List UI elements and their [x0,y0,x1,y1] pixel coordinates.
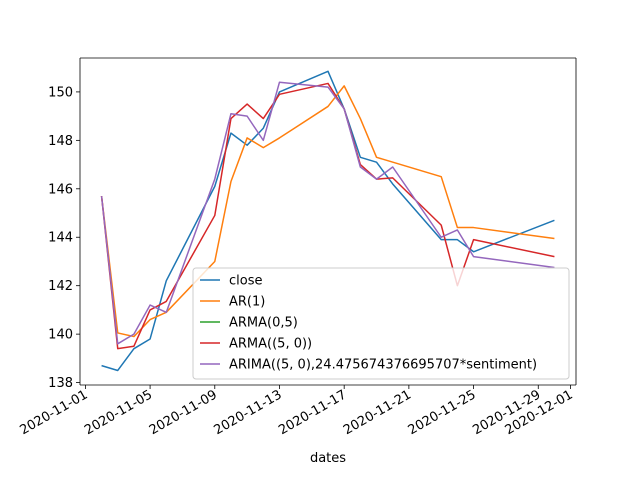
y-tick-label: 138 [48,376,73,391]
series-line-1 [100,85,555,338]
legend-label-3: ARMA((5, 0)) [229,337,312,352]
legend-label-1: AR(1) [229,295,265,310]
series-line-3 [100,82,555,350]
legend-label-2: ARMA(0,5) [229,316,298,331]
legend-label-4: ARIMA((5, 0),24.475674376695707*sentimen… [229,358,537,373]
x-axis-title: dates [310,451,346,466]
y-tick-label: 140 [48,328,73,343]
y-tick-label: 148 [48,134,73,149]
y-tick-label: 142 [48,279,73,294]
plot-lines [100,70,555,372]
series-line-0 [101,70,555,372]
series-line-4 [100,81,555,345]
y-axis-ticks: 138 140 142 144 146 148 150 [48,85,80,391]
legend-label-0: close [229,274,262,289]
y-tick-label: 150 [48,85,73,100]
y-tick-label: 146 [48,182,73,197]
legend-box [192,267,570,380]
y-tick-label: 144 [48,231,73,246]
axes [79,57,577,386]
legend: close AR(1) ARMA(0,5) ARMA((5, 0)) ARIMA((5,… [192,267,570,380]
